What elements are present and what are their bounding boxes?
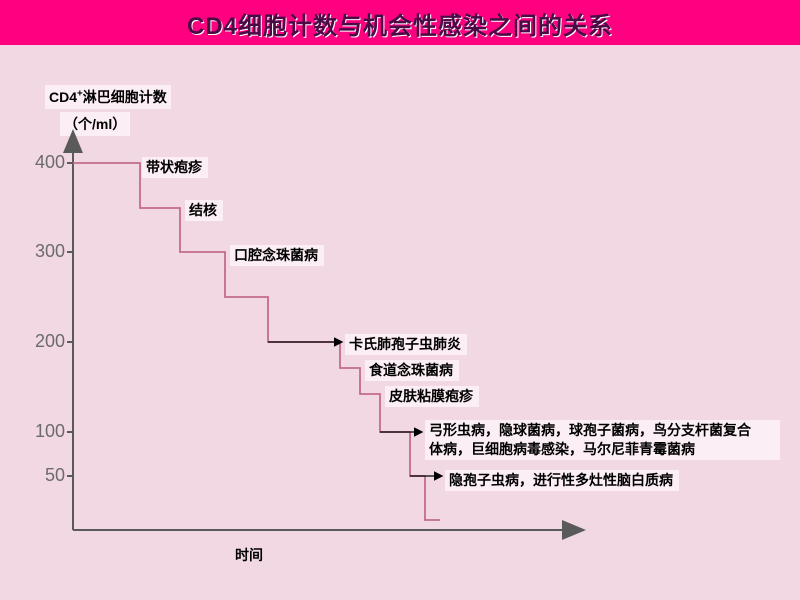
y-tick-400: 400 xyxy=(25,152,65,173)
disease-label-4: 食道念珠菌病 xyxy=(365,360,459,381)
y-tick-100: 100 xyxy=(25,421,65,442)
disease-label-1: 结核 xyxy=(185,200,223,221)
disease-label-0: 带状疱疹 xyxy=(142,157,208,178)
chart-svg xyxy=(0,0,800,600)
disease-label-2: 口腔念珠菌病 xyxy=(230,245,324,266)
disease-label-5: 皮肤粘膜疱疹 xyxy=(385,386,479,407)
y-tick-300: 300 xyxy=(25,241,65,262)
disease-label-6: 弓形虫病，隐球菌病，球孢子菌病，鸟分支杆菌复合体病，巨细胞病毒感染，马尔尼菲青霉… xyxy=(425,420,780,460)
disease-label-7: 隐孢子虫病，进行性多灶性脑白质病 xyxy=(445,470,679,491)
y-tick-200: 200 xyxy=(25,331,65,352)
y-tick-50: 50 xyxy=(25,465,65,486)
disease-label-3: 卡氏肺孢子虫肺炎 xyxy=(345,334,467,355)
